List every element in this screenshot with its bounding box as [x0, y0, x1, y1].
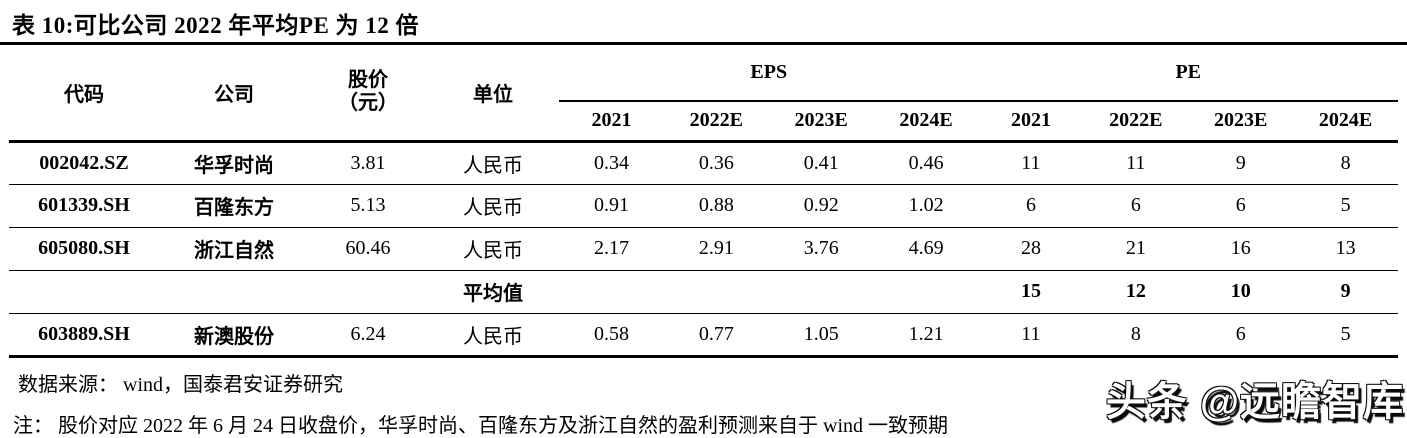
cell-pe-2023e: 6 [1188, 184, 1294, 228]
cell-code [9, 270, 159, 314]
cell-price: 3.81 [309, 141, 427, 185]
cell-pe-2022e: 6 [1083, 184, 1189, 228]
cell-eps-2023e: 0.41 [768, 141, 874, 185]
cell-eps-2023e: 1.05 [768, 313, 874, 358]
table-header: 代码 公司 股价 （元） 单位 EPS PE 2021 2022E 2023E … [9, 45, 1398, 143]
cell-price: 6.24 [309, 313, 427, 358]
cell-company: 浙江自然 [159, 227, 309, 271]
cell-eps-2023e: 3.76 [768, 227, 874, 271]
cell-eps-2024e [873, 270, 979, 314]
cell-company: 百隆东方 [159, 184, 309, 228]
cell-eps-2021: 0.58 [559, 313, 664, 358]
cell-eps-2021 [559, 270, 664, 314]
cell-unit: 人民币 [427, 227, 559, 271]
cell-eps-2022e [663, 270, 769, 314]
cell-pe-2023e: 16 [1188, 227, 1294, 271]
cell-eps-2024e: 1.21 [873, 313, 979, 358]
cell-code: 605080.SH [9, 227, 159, 271]
average-row: 平均值 15 12 10 9 [9, 270, 1398, 314]
header-pe-2024e: 2024E [1293, 101, 1398, 143]
cell-eps-2024e: 1.02 [873, 184, 979, 228]
cell-pe-2021: 11 [978, 141, 1084, 185]
header-eps-2024e: 2024E [873, 101, 979, 143]
watermark-text: 头条 @远瞻智库 [1105, 380, 1404, 424]
cell-unit: 人民币 [427, 184, 559, 228]
header-price-line2: （元） [338, 92, 398, 115]
header-company: 公司 [159, 45, 309, 143]
header-year-row: 2021 2022E 2023E 2024E 2021 2022E 2023E … [9, 101, 1398, 143]
cell-company: 新澳股份 [159, 313, 309, 358]
header-pe-2023e: 2023E [1188, 101, 1294, 143]
cell-eps-2022e: 2.91 [663, 227, 769, 271]
cell-code: 603889.SH [9, 313, 159, 358]
cell-price: 5.13 [309, 184, 427, 228]
cell-pe-2024e: 5 [1293, 184, 1398, 228]
cell-pe-2024e: 8 [1293, 141, 1398, 185]
cell-code: 002042.SZ [9, 141, 159, 185]
cell-eps-2023e: 0.92 [768, 184, 874, 228]
table-title: 表 10:可比公司 2022 年平均PE 为 12 倍 [0, 0, 1407, 45]
header-unit: 单位 [427, 45, 559, 143]
table-row: 603889.SH 新澳股份 6.24 人民币 0.58 0.77 1.05 1… [9, 313, 1398, 358]
cell-pe-2022e: 21 [1083, 227, 1189, 271]
table-row: 002042.SZ 华孚时尚 3.81 人民币 0.34 0.36 0.41 0… [9, 141, 1398, 185]
cell-eps-2021: 0.34 [559, 141, 664, 185]
table-row: 605080.SH 浙江自然 60.46 人民币 2.17 2.91 3.76 … [9, 227, 1398, 271]
cell-pe-2022e: 11 [1083, 141, 1189, 185]
cell-pe-2023e: 10 [1188, 270, 1294, 314]
cell-pe-2024e: 9 [1293, 270, 1398, 314]
header-eps-2022e: 2022E [663, 101, 769, 143]
header-eps-2021: 2021 [559, 101, 664, 143]
cell-eps-2024e: 0.46 [873, 141, 979, 185]
cell-eps-2023e [768, 270, 874, 314]
cell-pe-2023e: 9 [1188, 141, 1294, 185]
cell-unit: 人民币 [427, 313, 559, 358]
cell-pe-2024e: 13 [1293, 227, 1398, 271]
header-price: 股价 （元） [309, 45, 427, 143]
cell-pe-2021: 15 [978, 270, 1084, 314]
cell-pe-2022e: 8 [1083, 313, 1189, 358]
cell-price [309, 270, 427, 314]
comparable-companies-table: 代码 公司 股价 （元） 单位 EPS PE 2021 2022E 2023E … [9, 45, 1398, 358]
header-eps-group: EPS [559, 45, 979, 102]
cell-eps-2024e: 4.69 [873, 227, 979, 271]
header-code: 代码 [9, 45, 159, 143]
header-pe-2022e: 2022E [1083, 101, 1189, 143]
table-row: 601339.SH 百隆东方 5.13 人民币 0.91 0.88 0.92 1… [9, 184, 1398, 228]
cell-pe-2024e: 5 [1293, 313, 1398, 358]
data-source-text: 数据来源： wind，国泰君安证券研究 [18, 373, 343, 396]
cell-company: 华孚时尚 [159, 141, 309, 185]
cell-pe-2021: 11 [978, 313, 1084, 358]
cell-pe-2021: 6 [978, 184, 1084, 228]
cell-eps-2021: 0.91 [559, 184, 664, 228]
cell-pe-2021: 28 [978, 227, 1084, 271]
cell-pe-2022e: 12 [1083, 270, 1189, 314]
cell-company [159, 270, 309, 314]
cell-eps-2022e: 0.77 [663, 313, 769, 358]
cell-eps-2021: 2.17 [559, 227, 664, 271]
cell-pe-2023e: 6 [1188, 313, 1294, 358]
cell-unit: 人民币 [427, 141, 559, 185]
cell-eps-2022e: 0.88 [663, 184, 769, 228]
header-eps-2023e: 2023E [768, 101, 874, 143]
cell-price: 60.46 [309, 227, 427, 271]
header-group-row: 代码 公司 股价 （元） 单位 EPS PE [9, 45, 1398, 143]
average-label: 平均值 [427, 270, 559, 314]
cell-code: 601339.SH [9, 184, 159, 228]
header-price-line1: 股价 [348, 69, 388, 92]
header-pe-2021: 2021 [978, 101, 1084, 143]
header-pe-group: PE [978, 45, 1398, 102]
cell-eps-2022e: 0.36 [663, 141, 769, 185]
